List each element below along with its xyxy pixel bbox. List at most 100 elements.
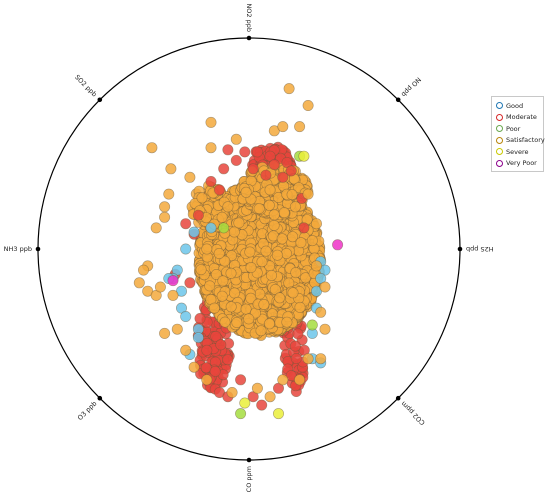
data-point-moderate <box>222 354 234 366</box>
data-point-satisfactory <box>245 292 257 304</box>
anchor-label: H2S ppb <box>466 245 494 253</box>
data-point-satisfactory <box>188 361 200 373</box>
data-point-satisfactory <box>306 235 318 247</box>
data-point-satisfactory <box>271 249 283 261</box>
data-point-moderate <box>194 312 206 324</box>
data-point-satisfactory <box>302 188 314 200</box>
data-point-moderate <box>230 154 242 166</box>
data-point-satisfactory <box>146 142 158 154</box>
data-point-very-poor <box>332 239 344 251</box>
legend-swatch <box>496 148 503 156</box>
legend-item-good: Good <box>492 100 543 112</box>
legend-label: Moderate <box>506 113 537 122</box>
data-point-severe <box>239 397 251 409</box>
data-point-moderate <box>290 352 302 364</box>
legend-swatch <box>496 102 503 110</box>
data-point-good <box>180 310 192 322</box>
anchor-label: SO2 ppb <box>73 73 98 98</box>
data-point-satisfactory <box>243 313 255 325</box>
data-point-satisfactory <box>310 260 322 272</box>
data-point-satisfactory <box>264 391 276 403</box>
data-point-satisfactory <box>277 374 289 386</box>
data-point-moderate <box>260 169 272 181</box>
anchor-dot <box>395 97 401 103</box>
legend-label: Poor <box>506 124 521 133</box>
data-point-moderate <box>298 222 310 234</box>
data-point-moderate <box>214 184 226 196</box>
data-point-satisfactory <box>228 226 240 238</box>
data-point-satisfactory <box>294 301 306 313</box>
data-point-satisfactory <box>287 231 299 243</box>
data-point-satisfactory <box>133 277 145 289</box>
anchor-label: O3 ppb <box>76 400 98 422</box>
data-point-satisfactory <box>229 287 241 299</box>
data-point-good <box>188 226 200 238</box>
data-point-satisfactory <box>287 287 299 299</box>
data-point-satisfactory <box>263 318 275 330</box>
data-point-satisfactory <box>217 275 229 287</box>
legend-swatch <box>496 136 503 144</box>
data-point-satisfactory <box>319 281 331 293</box>
data-point-poor <box>218 222 230 234</box>
data-point-satisfactory <box>253 203 265 215</box>
data-point-satisfactory <box>283 83 295 95</box>
data-point-satisfactory <box>277 121 289 133</box>
data-point-satisfactory <box>231 316 243 328</box>
data-point-moderate <box>268 159 280 171</box>
anchor-dot <box>246 35 252 41</box>
data-point-moderate <box>285 165 297 177</box>
legend-item-severe: Severe <box>492 146 543 158</box>
legend-swatch <box>496 159 503 167</box>
data-point-satisfactory <box>225 267 237 279</box>
anchor-dot <box>246 457 252 463</box>
data-point-satisfactory <box>265 269 277 281</box>
data-point-moderate <box>215 339 227 351</box>
anchor-dot <box>457 246 463 252</box>
legend-label: Very Poor <box>506 159 537 168</box>
data-point-satisfactory <box>204 280 216 292</box>
data-point-moderate <box>210 330 222 342</box>
data-point-moderate <box>209 365 221 377</box>
data-point-satisfactory <box>276 233 288 245</box>
data-point-satisfactory <box>159 201 171 213</box>
data-point-satisfactory <box>201 374 213 386</box>
data-point-satisfactory <box>240 186 252 198</box>
data-point-moderate <box>218 163 230 175</box>
data-point-satisfactory <box>244 246 256 258</box>
data-point-severe <box>298 150 310 162</box>
data-point-satisfactory <box>201 243 213 255</box>
legend-swatch <box>496 125 503 133</box>
legend-label: Good <box>506 101 524 110</box>
legend-item-satisfactory: Satisfactory <box>492 135 545 147</box>
data-point-moderate <box>277 171 289 183</box>
data-point-satisfactory <box>226 386 238 398</box>
data-point-satisfactory <box>213 248 225 260</box>
data-point-satisfactory <box>222 201 234 213</box>
data-point-satisfactory <box>263 199 275 211</box>
data-point-satisfactory <box>295 237 307 249</box>
data-point-moderate <box>251 146 263 158</box>
data-point-moderate <box>256 399 268 411</box>
data-point-moderate <box>289 340 301 352</box>
data-point-satisfactory <box>274 292 286 304</box>
data-point-satisfactory <box>286 189 298 201</box>
data-point-satisfactory <box>280 248 292 260</box>
anchor-label: CO ppm <box>245 466 253 492</box>
data-point-satisfactory <box>171 323 183 335</box>
legend-label: Satisfactory <box>506 136 545 145</box>
data-point-satisfactory <box>268 219 280 231</box>
anchor-label: NH3 ppb <box>4 245 32 253</box>
data-point-satisfactory <box>233 217 245 229</box>
anchor-label: NO2 ppb <box>245 3 253 32</box>
data-point-satisfactory <box>256 256 268 268</box>
data-point-moderate <box>222 144 234 156</box>
data-point-moderate <box>184 277 196 289</box>
anchor-label: CO2 ppm <box>400 400 427 427</box>
data-point-satisfactory <box>278 207 290 219</box>
legend-item-very-poor: Very Poor <box>492 158 543 170</box>
data-point-moderate <box>292 328 304 340</box>
data-point-satisfactory <box>294 121 306 133</box>
data-point-satisfactory <box>184 171 196 183</box>
anchor-dot <box>97 97 103 103</box>
